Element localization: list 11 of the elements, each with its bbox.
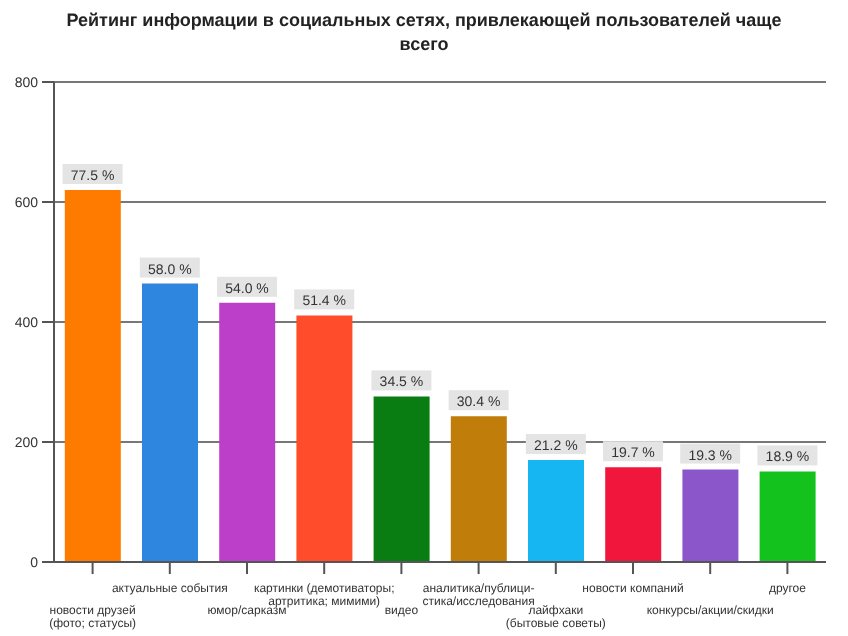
bar [373, 396, 430, 562]
bar [296, 315, 353, 562]
bar [219, 302, 276, 562]
bar [682, 469, 739, 562]
bar [64, 190, 121, 562]
chart-title: Рейтинг информации в социальных сетях, привлекающей пользователей чаще всего [64, 8, 784, 58]
bar [450, 416, 507, 562]
bar [528, 460, 585, 562]
bar [759, 471, 816, 562]
bar [142, 283, 199, 562]
bar [605, 467, 662, 562]
